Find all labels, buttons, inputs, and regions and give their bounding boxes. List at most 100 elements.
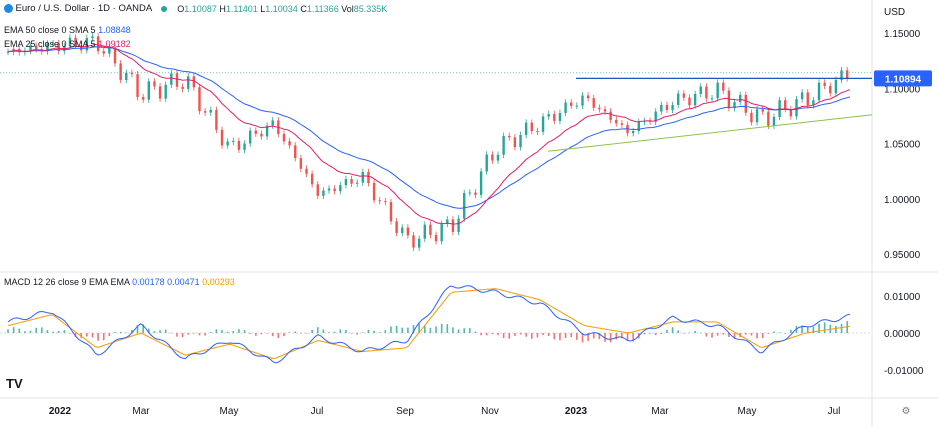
macd-histogram-bar — [418, 323, 420, 333]
candle-down — [153, 81, 156, 87]
header-row: Euro / U.S. Dollar · 1D · OANDA O1.10087… — [4, 3, 387, 14]
candle-up — [637, 121, 640, 132]
candle-down — [665, 104, 669, 110]
candle-up — [800, 92, 804, 100]
macd-histogram-bar — [362, 332, 364, 334]
ohlc-low-key: L — [260, 3, 266, 14]
macd-histogram-bar — [542, 333, 544, 336]
candle-down — [305, 168, 308, 174]
candle-up — [265, 125, 269, 137]
macd-histogram-bar — [429, 327, 432, 333]
ema25-legend[interactable]: EMA 25 close 0 SMA 5 1.09182 — [4, 39, 131, 49]
macd-histogram-bar — [7, 329, 9, 333]
ema50-line — [7, 46, 851, 209]
candle-down — [34, 45, 38, 50]
macd-histogram-bar — [249, 333, 251, 334]
candle-up — [446, 219, 449, 224]
macd-histogram-bar — [654, 333, 657, 336]
macd-tick-label: 0.00000 — [884, 329, 921, 340]
macd-histogram-bar — [699, 332, 702, 334]
candle-down — [508, 135, 511, 138]
macd-histogram-bar — [333, 331, 336, 333]
macd-label: MACD 12 26 close 9 EMA EMA — [4, 277, 130, 287]
macd-histogram-bar — [378, 332, 381, 333]
macd-histogram-bar — [508, 333, 511, 339]
candle-down — [119, 63, 122, 80]
candle-up — [755, 109, 759, 123]
macd-histogram-bar — [767, 333, 770, 334]
macd-histogram-bar — [649, 333, 651, 334]
candle-down — [350, 179, 353, 184]
candle-down — [192, 76, 196, 88]
macd-histogram-bar — [587, 333, 589, 342]
candle-down — [750, 112, 753, 123]
macd-histogram-bar — [288, 332, 291, 333]
symbol-title[interactable]: Euro / U.S. Dollar · 1D · OANDA — [15, 3, 153, 15]
macd-histogram-bar — [322, 329, 325, 333]
volume-key: Vol — [341, 3, 354, 14]
candle-down — [333, 188, 336, 192]
candle-down — [141, 97, 145, 100]
macd-histogram-bar — [469, 328, 471, 333]
macd-histogram-bar — [136, 325, 139, 333]
macd-histogram-bar — [474, 331, 477, 333]
candle-up — [344, 179, 348, 186]
macd-histogram-bar — [514, 333, 516, 336]
candle-down — [530, 122, 533, 132]
candle-up — [716, 82, 719, 99]
ema50-legend[interactable]: EMA 50 close 0 SMA 5 1.08848 — [4, 25, 131, 35]
candle-up — [355, 182, 359, 184]
candle-up — [29, 45, 32, 51]
candle-up — [795, 99, 798, 117]
macd-histogram-bar — [24, 331, 26, 333]
candle-up — [812, 100, 815, 106]
candle-down — [845, 70, 849, 79]
macd-histogram-bar — [773, 331, 775, 333]
candle-up — [339, 185, 342, 192]
candle-up — [738, 94, 742, 103]
macd-histogram-bar — [339, 329, 342, 333]
candle-down — [175, 73, 179, 87]
macd-line — [7, 285, 851, 364]
candle-down — [74, 37, 77, 46]
candle-down — [220, 129, 224, 146]
macd-histogram-bar — [181, 333, 184, 338]
candle-down — [294, 145, 297, 159]
candle-up — [85, 37, 89, 51]
macd-histogram-bar — [97, 333, 99, 341]
macd-legend[interactable]: MACD 12 26 close 9 EMA EMA 0.00178 0.004… — [4, 277, 235, 287]
candle-up — [164, 84, 167, 99]
candle-up — [248, 130, 252, 144]
price-tick-label: 1.05000 — [884, 140, 921, 151]
candle-down — [282, 133, 286, 142]
macd-histogram-bar — [790, 329, 792, 333]
macd-histogram-bar — [215, 329, 218, 333]
macd-histogram-bar — [316, 327, 319, 333]
candle-down — [536, 131, 539, 133]
candle-up — [243, 143, 246, 150]
macd-histogram-bar — [271, 333, 274, 337]
candle-up — [547, 114, 550, 117]
macd-histogram-bar — [457, 329, 460, 333]
candle-up — [519, 134, 522, 148]
macd-histogram-bar — [801, 325, 803, 333]
ema25-value: 1.09182 — [98, 39, 131, 49]
time-tick-label: Nov — [481, 406, 499, 417]
candle-down — [761, 109, 764, 112]
candle-down — [829, 85, 832, 94]
candle-up — [440, 223, 443, 242]
tradingview-logo: TV — [6, 376, 23, 391]
macd-histogram-bar — [446, 324, 449, 333]
candle-down — [553, 114, 556, 121]
symbol-icon — [4, 4, 13, 14]
time-tick-label: May — [220, 406, 239, 417]
candle-down — [474, 192, 477, 195]
macd-histogram-bar — [688, 332, 691, 334]
macd-histogram-bar — [356, 333, 358, 335]
currency-label[interactable]: USD — [884, 7, 906, 18]
macd-histogram-bar — [74, 333, 77, 338]
candle-down — [102, 51, 105, 54]
macd-histogram-bar — [756, 333, 758, 339]
macd-histogram-bar — [193, 333, 195, 334]
